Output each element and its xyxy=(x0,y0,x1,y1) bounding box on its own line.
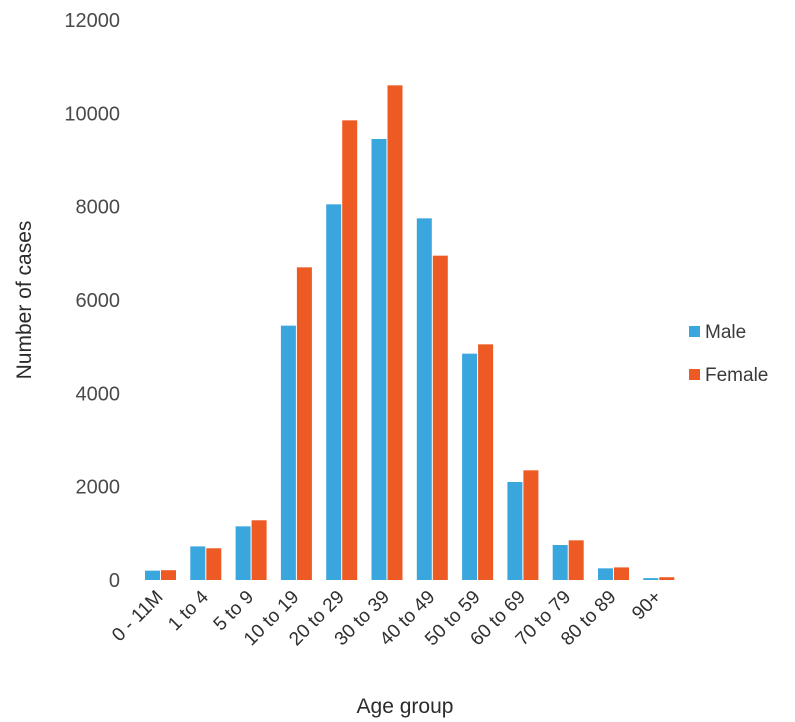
bar-female xyxy=(251,520,267,580)
bar-female xyxy=(432,255,448,580)
bar-male xyxy=(145,570,160,580)
x-category-label: 0 - 11M xyxy=(108,587,167,646)
legend: Male Female xyxy=(689,322,768,386)
bars xyxy=(145,85,675,581)
bar-female xyxy=(206,548,222,580)
bar-male xyxy=(462,353,478,580)
bar-male xyxy=(280,325,296,580)
bar-male xyxy=(643,578,659,580)
x-category-label: 90+ xyxy=(628,587,666,625)
bar-female xyxy=(478,344,494,580)
y-tick-label: 0 xyxy=(109,570,120,592)
y-tick-label: 10000 xyxy=(64,103,120,125)
y-tick-label: 6000 xyxy=(76,290,121,312)
y-axis-title: Number of cases xyxy=(13,221,36,380)
bar-male xyxy=(598,568,613,580)
bar-female xyxy=(296,267,312,580)
bar-female xyxy=(614,567,629,580)
y-tick-label: 8000 xyxy=(76,197,121,219)
bar-male xyxy=(507,482,523,580)
bar-male xyxy=(552,545,568,580)
x-axis-title: Age group xyxy=(357,695,454,718)
legend-label-female: Female xyxy=(705,365,768,386)
bar-female xyxy=(568,540,584,580)
bar-female xyxy=(523,470,539,580)
bar-male xyxy=(416,218,432,581)
y-tick-label: 4000 xyxy=(76,383,121,405)
bar-female xyxy=(387,85,403,580)
bar-female xyxy=(342,120,358,580)
bar-male xyxy=(235,526,251,580)
legend-swatch-female xyxy=(689,369,700,380)
bar-male xyxy=(326,204,342,581)
bar-female xyxy=(161,570,176,580)
legend-label-male: Male xyxy=(705,322,746,343)
x-category-label: 1 to 4 xyxy=(164,586,213,635)
bar-female xyxy=(659,577,675,580)
y-axis-ticks: 0 2000 4000 6000 8000 10000 12000 xyxy=(64,10,120,592)
bar-male xyxy=(190,546,206,580)
legend-swatch-male xyxy=(689,326,700,337)
y-tick-label: 2000 xyxy=(76,477,121,499)
bar-male xyxy=(371,139,387,580)
y-tick-label: 12000 xyxy=(64,10,120,32)
